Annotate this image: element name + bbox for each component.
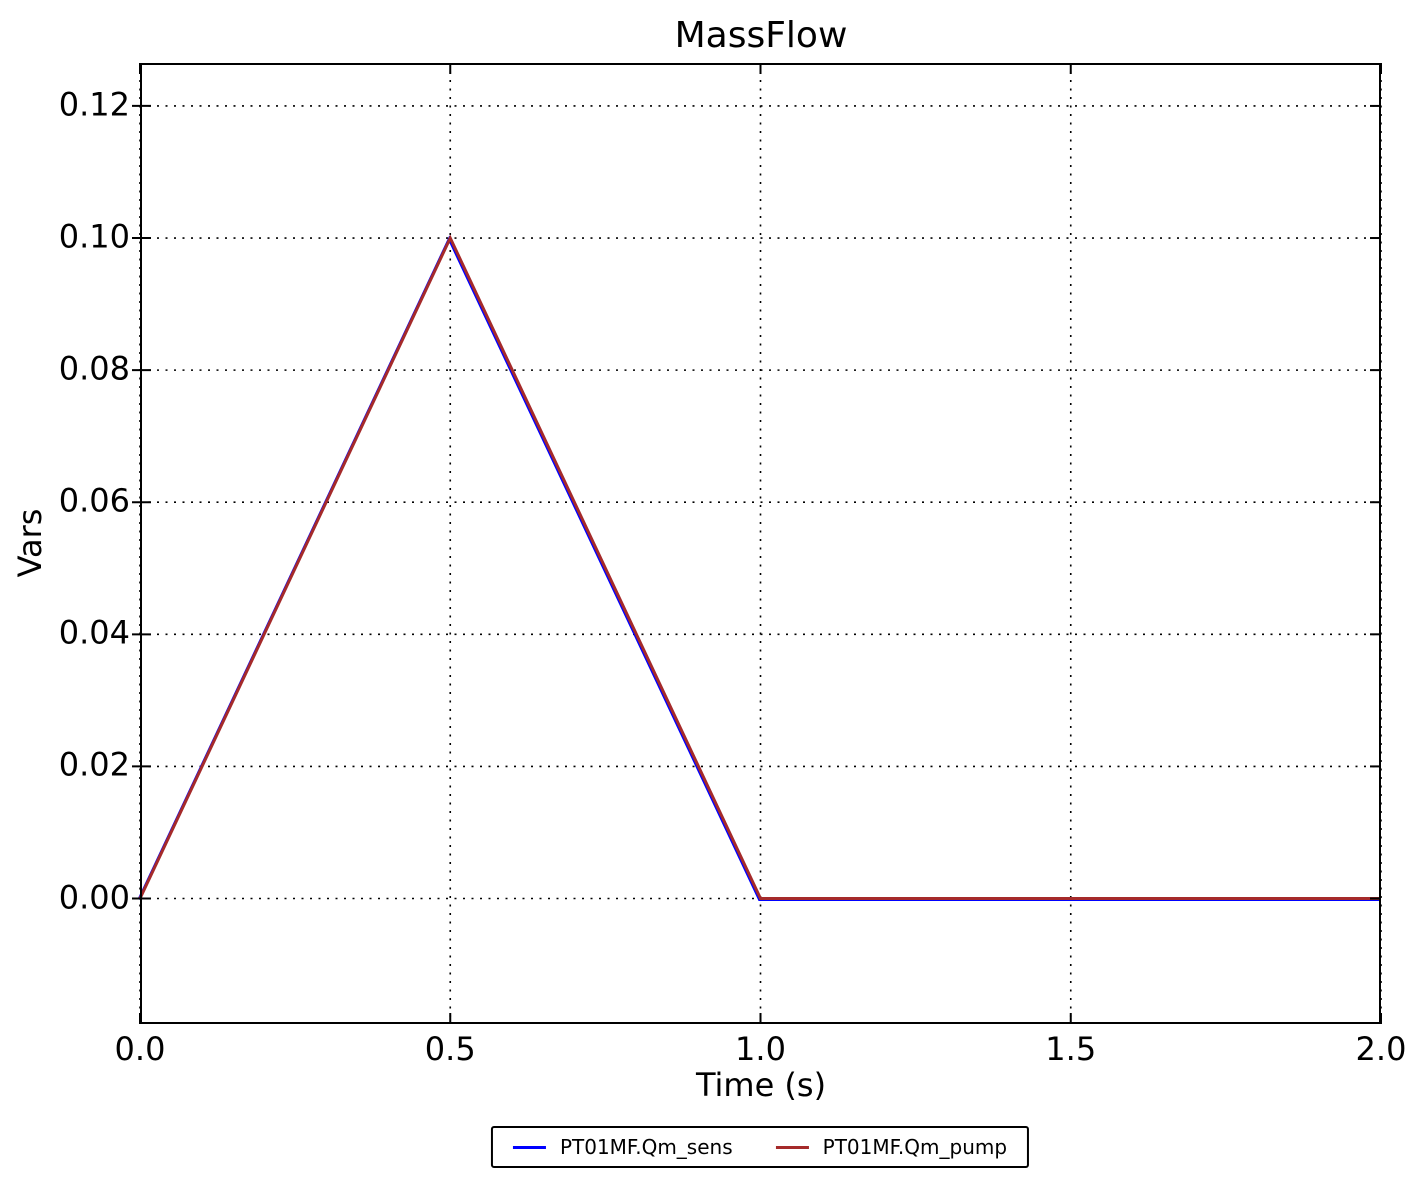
legend-entry-qm-pump: PT01MF.Qm_pump	[775, 1134, 1008, 1160]
legend-label-pump: PT01MF.Qm_pump	[822, 1135, 1008, 1159]
plot-area	[132, 63, 1382, 1024]
x-axis-label: Time (s)	[695, 1066, 827, 1104]
legend-line-swatch-sens	[512, 1145, 546, 1149]
x-tick-label: 0.5	[424, 1030, 476, 1068]
legend-entry-qm-sens: PT01MF.Qm_sens	[512, 1134, 733, 1160]
legend-box: PT01MF.Qm_sens PT01MF.Qm_pump	[490, 1126, 1030, 1168]
x-tick-label: 1.5	[1045, 1030, 1097, 1068]
legend-label-sens: PT01MF.Qm_sens	[559, 1135, 733, 1159]
y-tick-label: 0.08	[58, 349, 130, 388]
legend-line-swatch-pump	[775, 1145, 809, 1149]
chart-title: MassFlow	[674, 15, 848, 56]
x-tick-label: 2.0	[1355, 1030, 1407, 1068]
series-line-qm-pump	[138, 234, 1381, 901]
plot-canvas	[132, 63, 1382, 1024]
y-tick-label: 0.10	[58, 217, 130, 256]
y-tick-label: 0.06	[58, 481, 130, 520]
x-tick-label: 1.0	[735, 1030, 786, 1068]
y-tick-label: 0.04	[58, 614, 130, 653]
y-axis-label: Vars	[11, 508, 49, 578]
y-tick-label: 0.12	[58, 85, 130, 124]
axes-frame	[140, 63, 1381, 1024]
y-tick-label: 0.00	[58, 878, 130, 917]
x-tick-label: 0.0	[114, 1030, 166, 1068]
series-line-qm-sens	[137, 235, 1380, 902]
y-tick-label: 0.02	[58, 746, 130, 785]
